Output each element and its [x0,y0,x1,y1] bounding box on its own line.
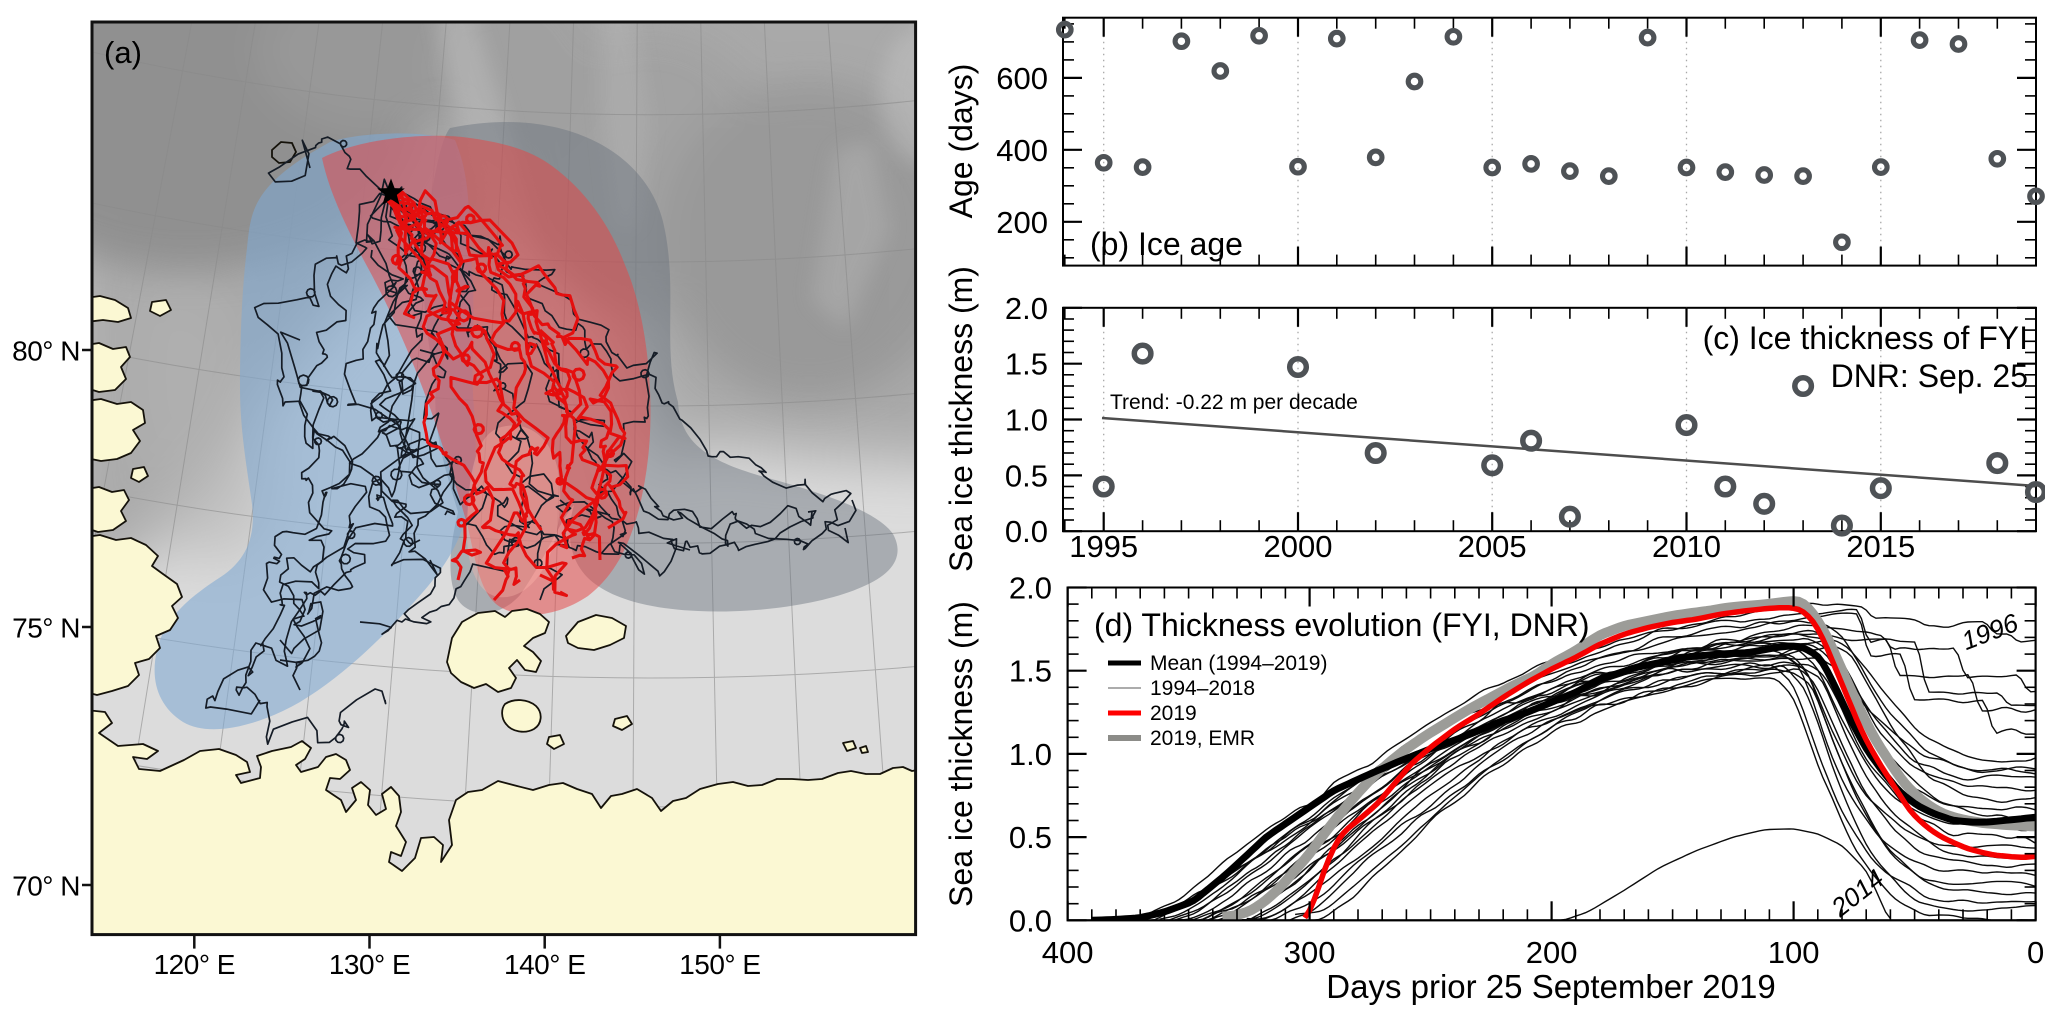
svg-text:1.0: 1.0 [1005,403,1048,438]
svg-text:2015: 2015 [1846,529,1915,564]
svg-text:2019: 2019 [1150,702,1197,725]
svg-text:DNR: Sep. 25: DNR: Sep. 25 [1831,358,2028,394]
svg-text:2005: 2005 [1458,529,1527,564]
svg-text:2.0: 2.0 [1009,571,1052,606]
svg-text:0.0: 0.0 [1009,903,1052,938]
svg-text:150° E: 150° E [679,949,760,980]
svg-text:0: 0 [2027,935,2044,970]
svg-text:0.0: 0.0 [1005,514,1048,549]
svg-text:120° E: 120° E [154,949,235,980]
svg-text:140° E: 140° E [504,949,585,980]
svg-text:(b) Ice age: (b) Ice age [1090,226,1243,262]
svg-text:0.5: 0.5 [1005,458,1048,493]
svg-text:Days prior 25 September 2019: Days prior 25 September 2019 [1326,968,1775,1005]
svg-text:(c) Ice thickness of FYI: (c) Ice thickness of FYI [1703,320,2028,356]
svg-text:1995: 1995 [1069,529,1138,564]
svg-text:200: 200 [996,205,1048,240]
svg-text:130° E: 130° E [329,949,410,980]
svg-text:(d) Thickness evolution (FYI,: (d) Thickness evolution (FYI, DNR) [1094,607,1590,643]
svg-text:300: 300 [1284,935,1336,970]
svg-text:2019, EMR: 2019, EMR [1150,727,1255,750]
svg-text:(a): (a) [104,35,142,70]
svg-text:1.5: 1.5 [1009,654,1052,689]
svg-text:1.5: 1.5 [1005,347,1048,382]
svg-text:2.0: 2.0 [1005,291,1048,326]
svg-text:70° N: 70° N [12,871,80,902]
svg-text:100: 100 [1768,935,1820,970]
svg-text:75° N: 75° N [12,613,80,644]
svg-text:Mean (1994–2019): Mean (1994–2019) [1150,652,1327,675]
svg-text:Trend: -0.22 m per decade: Trend: -0.22 m per decade [1110,391,1358,414]
svg-text:1.0: 1.0 [1009,737,1052,772]
svg-text:2000: 2000 [1264,529,1333,564]
svg-text:0.5: 0.5 [1009,820,1052,855]
svg-text:Sea ice thickness (m): Sea ice thickness (m) [943,266,979,572]
svg-text:Sea ice thickness (m): Sea ice thickness (m) [943,601,979,907]
svg-text:400: 400 [1042,935,1094,970]
svg-text:1994–2018: 1994–2018 [1150,677,1255,700]
svg-text:2010: 2010 [1652,529,1721,564]
svg-text:80° N: 80° N [12,336,80,367]
svg-text:Age (days): Age (days) [943,64,979,219]
svg-text:400: 400 [996,133,1048,168]
svg-text:200: 200 [1526,935,1578,970]
svg-text:600: 600 [996,61,1048,96]
